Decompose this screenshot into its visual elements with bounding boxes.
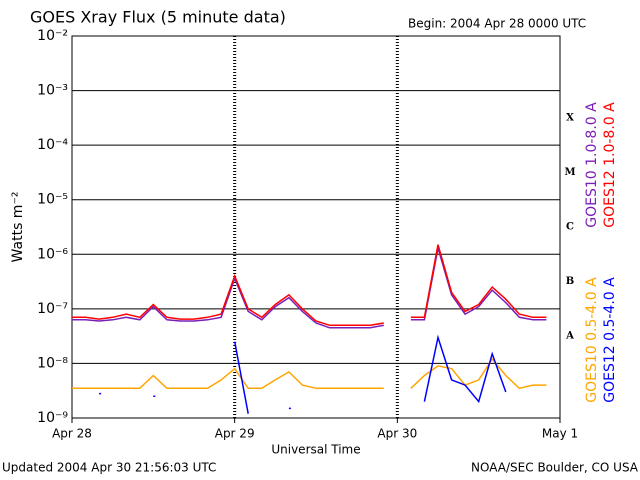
flare-class-label: A bbox=[565, 331, 574, 342]
x-tick-label: Apr 30 bbox=[377, 427, 417, 441]
series-line bbox=[72, 357, 547, 390]
footer-left: Updated 2004 Apr 30 21:56:03 UTC bbox=[2, 461, 216, 475]
x-tick-label: May 1 bbox=[542, 427, 578, 441]
y-tick-label: 10⁻⁹ bbox=[37, 410, 68, 426]
flare-class-label: M bbox=[564, 167, 575, 178]
y-tick-label: 10⁻⁴ bbox=[37, 137, 68, 153]
chart-title: GOES Xray Flux (5 minute data) bbox=[30, 8, 286, 27]
flare-class-label: X bbox=[566, 112, 574, 123]
flare-class-label: C bbox=[566, 222, 574, 233]
x-tick-label: Apr 29 bbox=[215, 427, 255, 441]
y-axis-label: Watts m⁻² bbox=[10, 192, 26, 263]
y-tick-label: 10⁻⁸ bbox=[37, 355, 68, 371]
x-tick-label: Apr 28 bbox=[52, 427, 92, 441]
legend-label: GOES12 1.0-8.0 A bbox=[602, 102, 618, 228]
chart-subtitle: Begin: 2004 Apr 28 0000 UTC bbox=[408, 17, 586, 31]
flare-class-label: B bbox=[566, 276, 574, 287]
x-axis-label: Universal Time bbox=[271, 443, 360, 457]
y-tick-label: 10⁻⁶ bbox=[37, 246, 68, 262]
legend-label: GOES10 0.5-4.0 A bbox=[584, 277, 600, 403]
series-line bbox=[72, 244, 547, 327]
y-tick-label: 10⁻³ bbox=[37, 83, 68, 99]
legend-label: GOES10 1.0-8.0 A bbox=[584, 102, 600, 228]
y-tick-label: 10⁻⁷ bbox=[37, 301, 68, 317]
plot-frame bbox=[71, 35, 561, 419]
series-line bbox=[99, 334, 507, 414]
legend-label: GOES12 0.5-4.0 A bbox=[602, 277, 618, 403]
footer-right: NOAA/SEC Boulder, CO USA bbox=[471, 461, 639, 475]
y-tick-label: 10⁻² bbox=[37, 28, 68, 44]
y-tick-label: 10⁻⁵ bbox=[37, 192, 68, 208]
